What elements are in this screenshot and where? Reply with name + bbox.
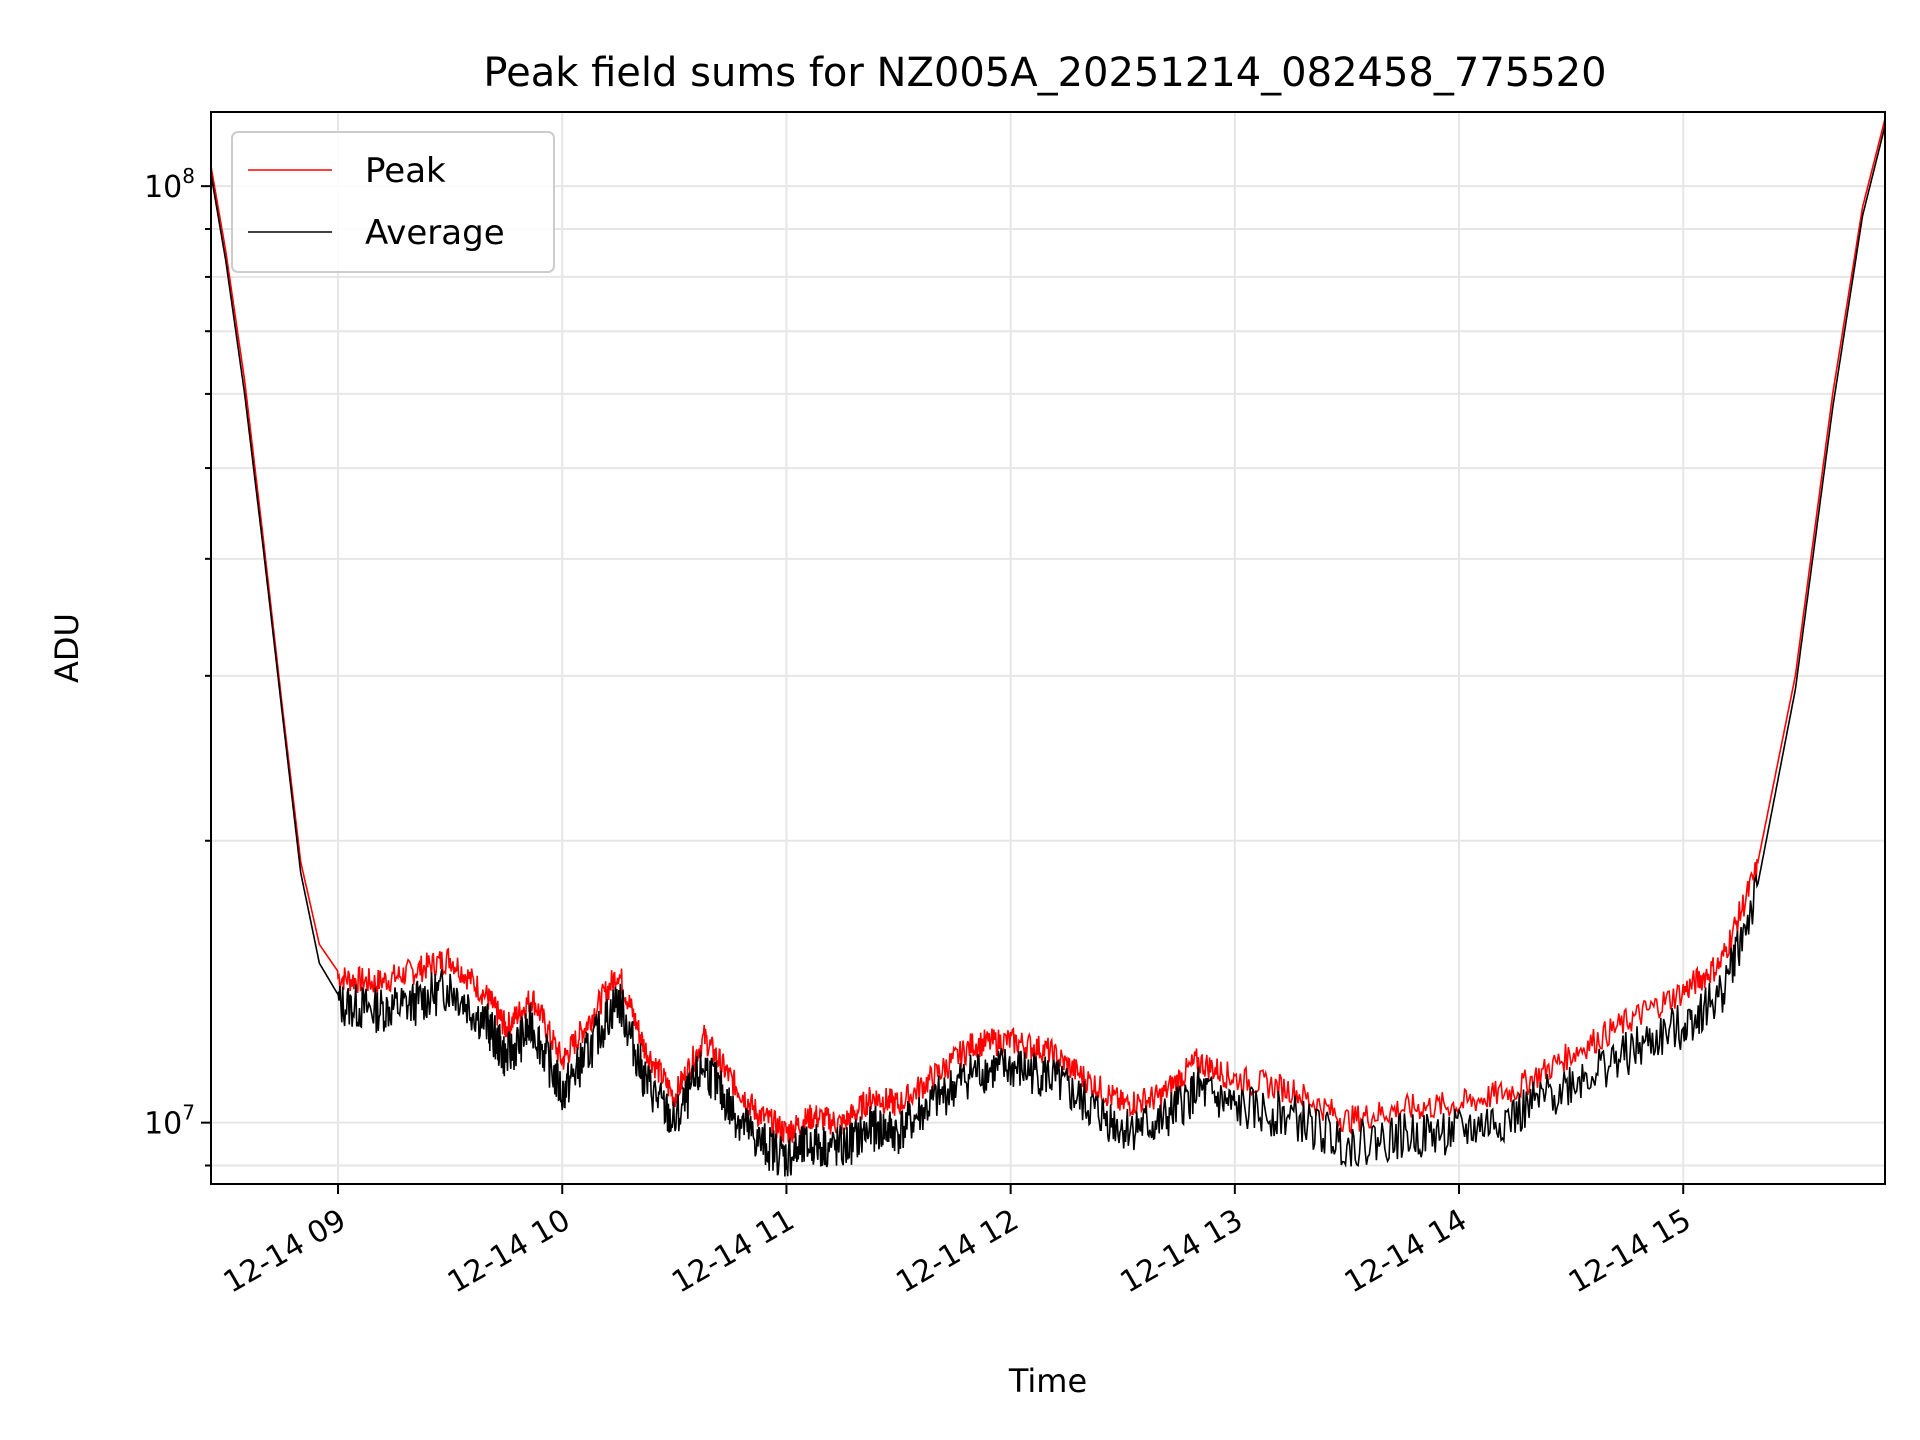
series-peak-line — [211, 118, 1885, 1144]
y-axis: 107 108 — [144, 164, 211, 1167]
legend-peak-label: Peak — [365, 151, 446, 191]
legend-average-label: Average — [365, 213, 505, 253]
legend-box — [231, 131, 555, 273]
chart-title: Peak field sums for NZ005A_20251214_0824… — [483, 50, 1606, 96]
y-axis-label: ADU — [48, 613, 86, 683]
grid — [211, 112, 1885, 1184]
legend: Peak Average — [231, 131, 555, 273]
series-average-line — [211, 125, 1885, 1177]
x-axis-label: Time — [1008, 1362, 1087, 1400]
y-tick-label: 108 — [144, 164, 195, 205]
plot-area — [211, 118, 1885, 1177]
y-tick-label: 107 — [144, 1101, 195, 1142]
plot-frame — [210, 111, 1886, 1185]
